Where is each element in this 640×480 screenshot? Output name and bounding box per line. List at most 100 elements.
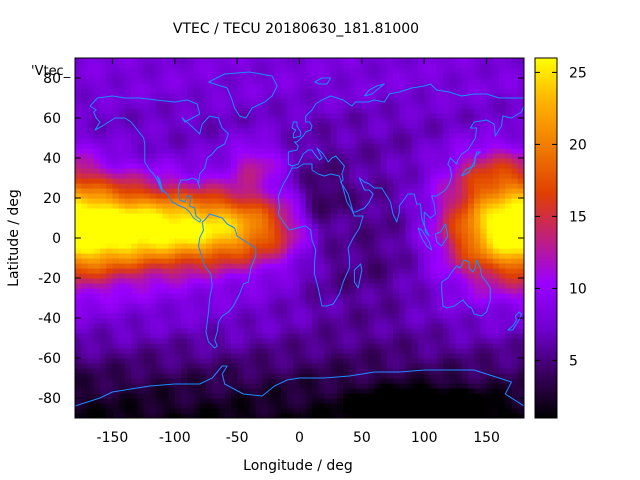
heatmap-cell [442, 98, 450, 104]
heatmap-cell [268, 323, 276, 329]
heatmap-cell [124, 383, 132, 389]
heatmap-cell [81, 203, 89, 209]
heatmap-cell [131, 218, 138, 224]
heatmap-cell [118, 393, 126, 399]
heatmap-cell [474, 123, 481, 129]
heatmap-cell [467, 58, 475, 64]
heatmap-cell [374, 288, 382, 294]
heatmap-cell [380, 223, 388, 229]
heatmap-cell [237, 148, 244, 154]
heatmap-cell [149, 238, 157, 244]
heatmap-cell [87, 308, 95, 314]
heatmap-cell [112, 63, 120, 69]
heatmap-cell [399, 298, 407, 304]
heatmap-cell [168, 333, 176, 339]
heatmap-cell [193, 253, 201, 259]
heatmap-cell [449, 313, 457, 319]
heatmap-cell [268, 233, 276, 239]
heatmap-cell [162, 378, 170, 384]
heatmap-cell [417, 338, 425, 344]
heatmap-cell [168, 148, 176, 154]
heatmap-cell [386, 58, 394, 64]
heatmap-cell [131, 153, 138, 159]
heatmap-cell [399, 378, 407, 384]
heatmap-cell [131, 193, 138, 199]
heatmap-cell [411, 278, 419, 284]
heatmap-cell [280, 258, 288, 264]
heatmap-cell [131, 228, 138, 234]
heatmap-cell [499, 243, 506, 249]
heatmap-cell [442, 408, 450, 414]
heatmap-cell [311, 368, 319, 374]
heatmap-cell [368, 248, 375, 254]
heatmap-cell [355, 308, 363, 314]
heatmap-cell [212, 263, 220, 269]
heatmap-cell [262, 68, 269, 74]
heatmap-cell [99, 213, 107, 219]
heatmap-cell [287, 273, 294, 279]
heatmap-cell [424, 143, 432, 149]
heatmap-cell [355, 228, 363, 234]
heatmap-cell [393, 118, 400, 124]
heatmap-cell [499, 293, 506, 299]
heatmap-cell [499, 253, 506, 259]
heatmap-cell [187, 113, 195, 119]
heatmap-cell [455, 108, 463, 114]
heatmap-cell [486, 403, 494, 409]
heatmap-cell [75, 328, 82, 334]
heatmap-cell [218, 368, 226, 374]
heatmap-cell [492, 93, 500, 99]
heatmap-cell [143, 128, 151, 134]
heatmap-cell [218, 173, 226, 179]
heatmap-cell [336, 163, 344, 169]
heatmap-cell [311, 403, 319, 409]
heatmap-cell [268, 258, 276, 264]
heatmap-cell [499, 298, 506, 304]
heatmap-cell [499, 103, 506, 109]
heatmap-cell [293, 193, 301, 199]
heatmap-cell [417, 388, 425, 394]
heatmap-cell [262, 78, 269, 84]
heatmap-cell [280, 338, 288, 344]
heatmap-cell [124, 378, 132, 384]
heatmap-cell [174, 413, 182, 418]
heatmap-cell [243, 363, 251, 369]
heatmap-cell [218, 193, 226, 199]
heatmap-cell [212, 188, 220, 194]
heatmap-cell [280, 218, 288, 224]
heatmap-cell [336, 218, 344, 224]
heatmap-cell [162, 313, 170, 319]
heatmap-cell [205, 183, 213, 189]
heatmap-cell [442, 333, 450, 339]
heatmap-cell [181, 258, 188, 264]
heatmap-cell [436, 363, 444, 369]
heatmap-cell [187, 73, 195, 79]
heatmap-cell [492, 198, 500, 204]
heatmap-cell [293, 163, 301, 169]
heatmap-cell [355, 413, 363, 418]
heatmap-cell [455, 403, 463, 409]
heatmap-cell [124, 243, 132, 249]
heatmap-cell [274, 308, 282, 314]
heatmap-cell [299, 258, 307, 264]
heatmap-cell [218, 343, 226, 349]
heatmap-cell [255, 198, 263, 204]
heatmap-cell [424, 288, 432, 294]
heatmap-cell [442, 128, 450, 134]
heatmap-cell [224, 218, 232, 224]
heatmap-cell [386, 243, 394, 249]
heatmap-cell [137, 248, 145, 254]
heatmap-cell [237, 248, 244, 254]
heatmap-cell [330, 263, 338, 269]
heatmap-cell [262, 263, 269, 269]
heatmap-cell [262, 118, 269, 124]
heatmap-cell [255, 183, 263, 189]
heatmap-cell [124, 58, 132, 64]
heatmap-cell [131, 63, 138, 69]
heatmap-cell [174, 308, 182, 314]
heatmap-cell [156, 113, 163, 119]
heatmap-cell [430, 258, 438, 264]
heatmap-cell [455, 398, 463, 404]
heatmap-cell [268, 313, 276, 319]
heatmap-cell [181, 348, 188, 354]
